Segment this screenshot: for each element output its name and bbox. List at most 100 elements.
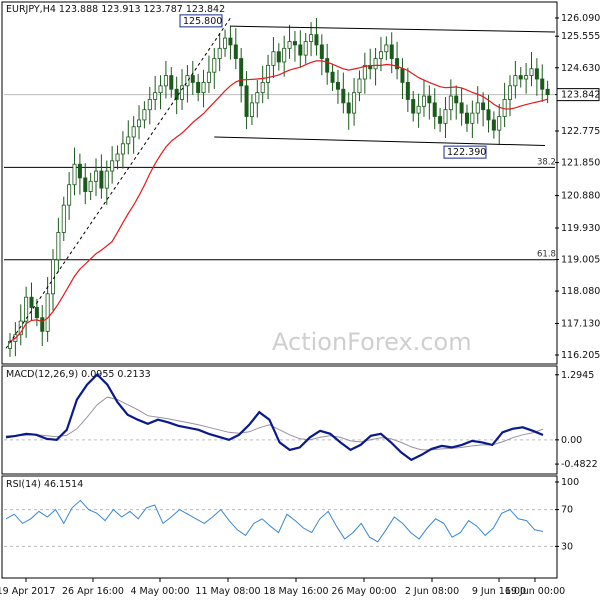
candle-body [169,75,174,90]
time-tick-label: 9 Jun 16:00 [472,586,526,597]
candle-body [29,296,34,308]
candle-body [481,102,486,111]
candle-body [411,99,416,114]
price-tick-label: 117.130 [561,318,600,329]
macd-signal-line [6,396,544,451]
candle-body [7,341,12,349]
candle-body [228,37,233,46]
price-tick-label: 119.930 [561,223,600,234]
candle-body [524,75,529,80]
price-tick-label: 118.080 [561,286,600,297]
candle-body [56,232,61,261]
candle-body [239,58,244,87]
watermark: ActionForex.com [272,328,472,356]
candle-body [271,51,276,66]
candle-body [325,58,330,73]
rsi-panel-border [1,475,558,579]
candle-body [357,78,362,94]
candle-body [438,116,443,124]
candle-body [24,296,29,322]
macd-line [5,372,544,462]
candle-body [416,105,421,114]
candle-body [427,95,432,104]
rsi-line [5,499,544,543]
candle-body [276,51,281,63]
macd-panel-border [1,365,558,475]
candle-body [303,41,308,56]
rsi-tick-label: 70 [561,505,573,516]
rsi-level-lines [4,509,555,547]
candle-body [540,78,545,90]
candle-body [77,163,82,179]
candles [7,17,550,357]
candle-body [507,85,512,100]
candle-body [373,58,378,70]
candle-body [298,44,303,56]
high-annotation-box [179,14,223,28]
price-tick-label: 122.775 [561,126,600,137]
candle-body [196,82,201,94]
candle-body [88,180,93,192]
candle-body [314,34,319,46]
time-tick-label: 2 Jun 08:00 [405,586,459,597]
price-panel-title: EURJPY,H4 123.888 123.913 123.787 123.84… [6,4,225,15]
candle-body [513,75,518,87]
price-tick-label: 124.630 [561,63,600,74]
candle-body [352,92,357,114]
macd-tick-label: -0.4822 [561,459,598,470]
candle-body [83,177,88,192]
time-axis: 19 Apr 2017 26 Apr 16:00 4 May 00:00 11 May… [0,578,565,597]
time-tick-label: 11 May 08:00 [195,586,260,597]
candle-body [18,320,23,336]
candle-body [459,102,464,114]
candle-body [534,68,539,80]
candle-body [335,82,340,90]
lower-channel-line [214,136,546,146]
candle-body [309,34,314,42]
candle-body [185,75,190,87]
candle-body [201,82,206,94]
fib-level-label: 61.8 [537,250,556,260]
candle-body [486,109,491,121]
candle-body [131,126,136,138]
candle-body [454,95,459,104]
candle-body [255,92,260,104]
candle-body [400,68,405,83]
candle-body [190,75,195,83]
candle-body [497,116,502,131]
candle-body [384,44,389,53]
candle-body [282,47,287,63]
candle-body [137,119,142,128]
candle-body [405,82,410,100]
candle-body [362,64,367,80]
high-annotation-label: 125.800 [183,16,222,27]
time-tick-label: 18 May 16:00 [263,586,328,597]
rsi-axis-ticks: 100 70 30 [555,477,579,552]
price-tick-label: 121.850 [561,158,600,169]
time-tick-label: 19 Jun 00:00 [505,586,565,597]
candle-body [389,44,394,59]
macd-tick-label: 1.2945 [561,370,594,381]
time-tick-label: 26 Apr 16:00 [62,586,124,597]
rsi-panel: RSI(14) 46.1514 100 70 30 [1,475,579,579]
candle-body [110,160,115,172]
candle-body [518,75,523,80]
candle-body [61,204,66,233]
candle-body [545,88,550,96]
candle-body [40,317,45,332]
candle-body [330,71,335,83]
candle-body [158,85,163,94]
candle-body [249,102,254,117]
candle-body [153,92,158,100]
candle-body [260,82,265,94]
upper-channel-line [230,25,556,33]
candle-body [72,163,77,186]
current-price-box [556,88,600,102]
price-annotations: 125.800 122.390 [179,14,487,159]
fib-level-label: 38.2 [537,157,556,167]
time-tick-label: 4 May 00:00 [130,586,189,597]
candle-body [180,85,185,100]
candle-body [217,47,222,59]
candle-body [147,99,152,111]
candle-body [448,95,453,111]
